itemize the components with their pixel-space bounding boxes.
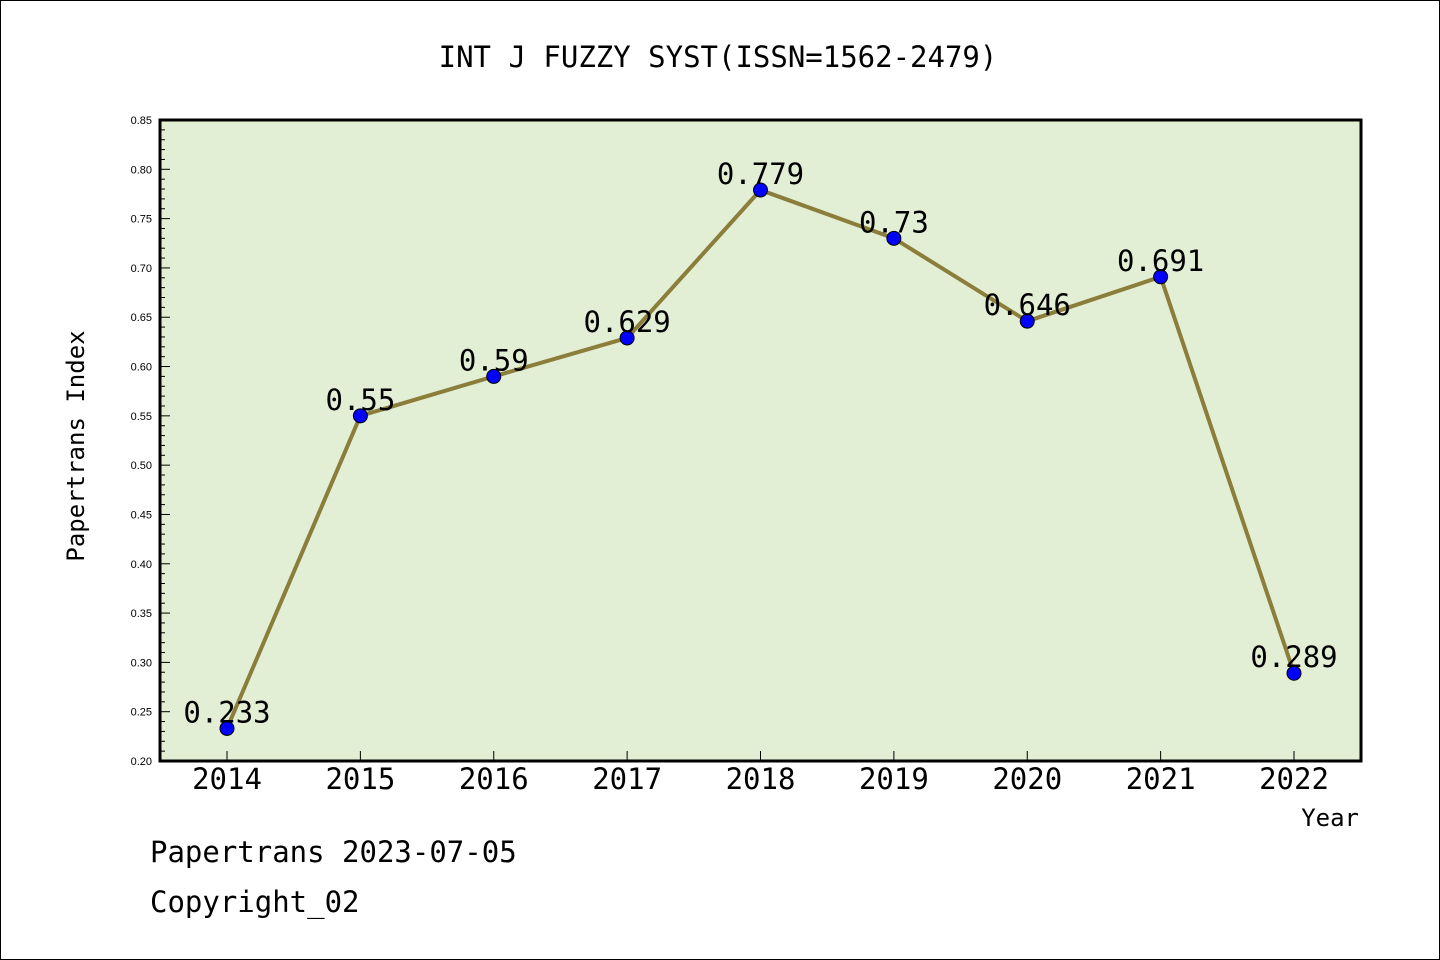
data-labels: 0.233 0.55 0.59 0.629 0.779 0.73 0.646 0.691 0.2… [183, 157, 1337, 729]
y-tick-label: 0.40 [131, 559, 152, 571]
plot-area [160, 120, 1361, 761]
x-axis-label: Year [1301, 804, 1359, 832]
y-tick-label: 0.20 [131, 756, 152, 768]
data-label: 0.73 [859, 205, 929, 239]
data-label: 0.691 [1117, 244, 1204, 278]
x-tick-label: 2019 [859, 762, 929, 796]
y-tick-label: 0.35 [131, 608, 152, 620]
x-tick-label: 2014 [192, 762, 262, 796]
x-tick-label: 2016 [459, 762, 529, 796]
data-label: 0.779 [717, 157, 804, 191]
x-tick-label: 2015 [325, 762, 395, 796]
data-point [1286, 665, 1302, 681]
y-tick-label: 0.85 [131, 115, 152, 127]
y-tick-label: 0.80 [131, 164, 152, 176]
x-axis-ticks [226, 751, 1295, 761]
y-axis-label: Papertrans Index [62, 330, 90, 561]
x-tick-label: 2018 [726, 762, 796, 796]
x-tick-label: 2017 [592, 762, 662, 796]
data-label: 0.289 [1250, 640, 1337, 674]
y-axis-tick-labels: 0.20 0.25 0.30 0.35 0.40 0.45 0.50 0.55 0.60 0.65… [131, 115, 152, 768]
x-tick-label: 2022 [1259, 762, 1329, 796]
data-point [1153, 269, 1169, 285]
data-label: 0.629 [583, 305, 670, 339]
data-points [219, 182, 1302, 736]
y-tick-label: 0.70 [131, 263, 152, 275]
y-tick-label: 0.75 [131, 214, 152, 226]
footer-source: Papertrans 2023-07-05 [150, 835, 517, 869]
plot-border [158, 118, 1363, 763]
data-label: 0.646 [984, 288, 1071, 322]
data-point [1019, 313, 1035, 329]
data-point [619, 330, 635, 346]
data-point [486, 368, 502, 384]
data-label: 0.55 [325, 383, 395, 417]
y-tick-label: 0.45 [131, 509, 152, 521]
data-point [753, 182, 768, 198]
x-axis-tick-labels: 2014 2015 2016 2017 2018 2019 2020 2021 2022 [192, 762, 1329, 796]
y-tick-label: 0.60 [131, 362, 152, 374]
y-tick-label: 0.25 [131, 707, 152, 719]
x-tick-label: 2021 [1126, 762, 1196, 796]
data-point [219, 720, 235, 736]
y-tick-label: 0.50 [131, 460, 152, 472]
footer-copyright: Copyright_02 [150, 885, 360, 919]
data-label: 0.59 [459, 343, 529, 377]
chart-title: INT J FUZZY SYST(ISSN=1562-2479) [439, 40, 998, 74]
y-tick-label: 0.65 [131, 312, 152, 324]
x-tick-label: 2020 [992, 762, 1062, 796]
data-point [886, 230, 902, 246]
y-tick-label: 0.55 [131, 411, 152, 423]
y-tick-label: 0.30 [131, 657, 152, 669]
data-label: 0.233 [183, 695, 270, 729]
data-point [352, 408, 368, 424]
